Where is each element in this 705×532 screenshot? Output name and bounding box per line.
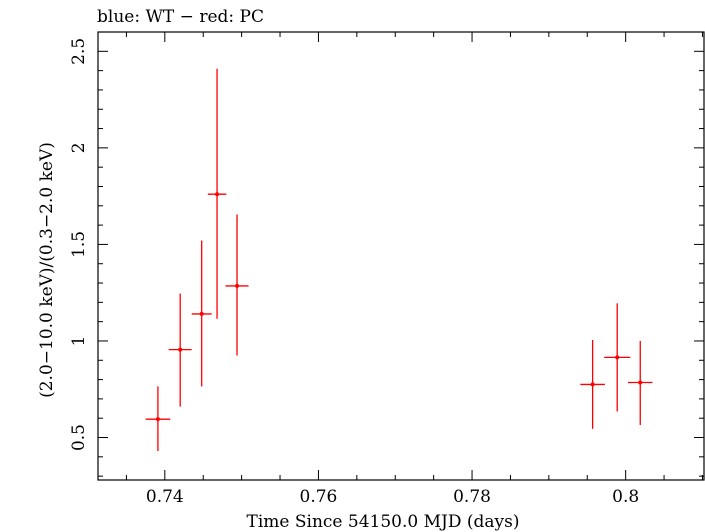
data-points — [145, 68, 653, 452]
y-tick-label: 1 — [69, 336, 89, 347]
point-marker — [638, 380, 643, 385]
point-marker — [215, 192, 220, 197]
x-tick-label: 0.76 — [300, 487, 338, 507]
y-axis-label: (2.0−10.0 keV)/(0.3−2.0 keV) — [37, 142, 57, 398]
data-point — [145, 386, 171, 452]
data-point — [627, 340, 653, 425]
data-point — [191, 240, 212, 387]
point-marker — [155, 417, 160, 422]
point-marker — [178, 347, 183, 352]
x-tick-labels: 0.74 0.76 0.78 0.8 — [146, 487, 639, 507]
point-marker — [235, 283, 240, 288]
x-axis-label: Time Since 54150.0 MJD (days) — [247, 512, 520, 532]
axis-ticks — [98, 31, 704, 480]
data-point — [207, 68, 227, 319]
point-marker — [590, 382, 595, 387]
y-tick-label: 2.5 — [69, 38, 89, 65]
x-tick-label: 0.74 — [146, 487, 184, 507]
point-marker — [615, 355, 620, 360]
data-point — [225, 214, 249, 356]
chart-title: blue: WT − red: PC — [97, 7, 264, 27]
plot-frame — [97, 31, 705, 481]
data-point — [580, 340, 605, 429]
data-point — [168, 293, 192, 407]
x-tick-label: 0.8 — [612, 487, 639, 507]
y-tick-label: 1.5 — [69, 231, 89, 258]
y-tick-label: 0.5 — [69, 424, 89, 451]
data-point — [604, 303, 631, 412]
x-tick-label: 0.78 — [453, 487, 491, 507]
y-tick-label: 2 — [69, 142, 89, 153]
y-tick-labels: 0.5 1 1.5 2 2.5 — [69, 38, 89, 451]
point-marker — [199, 311, 204, 316]
